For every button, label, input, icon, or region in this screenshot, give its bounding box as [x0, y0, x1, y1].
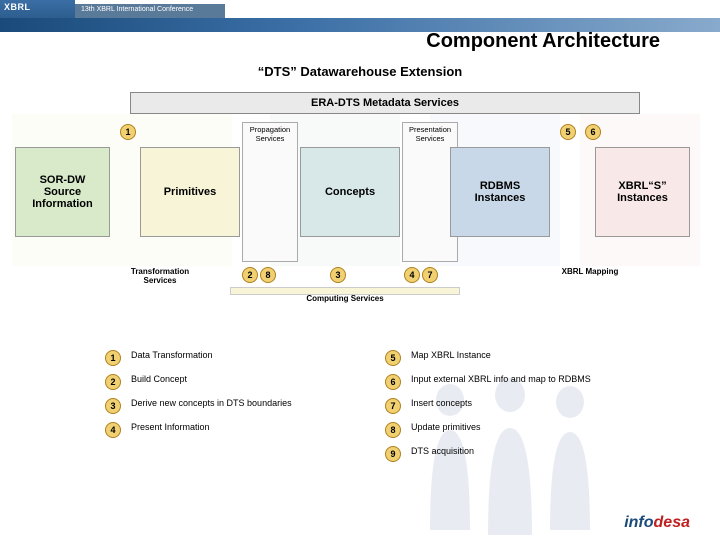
legend-text-5: Map XBRL Instance — [411, 350, 491, 361]
legend-left-2: 2 Build Concept — [105, 374, 385, 390]
legend-circle-1: 1 — [105, 350, 121, 366]
legend-text-6: Input external XBRL info and map to RDBM… — [411, 374, 591, 385]
legend-row: 9 DTS acquisition — [105, 446, 700, 462]
conference-bar: 13th XBRL International Conference — [75, 4, 225, 18]
legend-text-9: DTS acquisition — [411, 446, 474, 457]
legend-right-8: 8 Update primitives — [385, 422, 481, 438]
legend-circle-4: 4 — [105, 422, 121, 438]
step-circle-3: 3 — [330, 267, 346, 283]
legend-text-3: Derive new concepts in DTS boundaries — [131, 398, 292, 409]
footer-logo: infodesa — [624, 514, 690, 532]
transformation-services-label: Transformation Services — [115, 267, 205, 285]
legend-circle-3: 3 — [105, 398, 121, 414]
legend: 1 Data Transformation 5 Map XBRL Instanc… — [105, 350, 700, 470]
legend-right-5: 5 Map XBRL Instance — [385, 350, 491, 366]
legend-circle-5: 5 — [385, 350, 401, 366]
legend-circle-6: 6 — [385, 374, 401, 390]
legend-right-6: 6 Input external XBRL info and map to RD… — [385, 374, 591, 390]
header: XBRL 13th XBRL International Conference — [0, 0, 720, 28]
xbrl-s-block: XBRL“S” Instances — [595, 147, 690, 237]
step-circle-8: 8 — [260, 267, 276, 283]
legend-circle-2: 2 — [105, 374, 121, 390]
legend-left-4: 4 Present Information — [105, 422, 385, 438]
legend-text-4: Present Information — [131, 422, 210, 433]
step-circle-6: 6 — [585, 124, 601, 140]
primitives-block: Primitives — [140, 147, 240, 237]
propagation-services-box: Propagation Services — [242, 122, 298, 262]
computing-services-label: Computing Services — [300, 294, 390, 303]
legend-text-2: Build Concept — [131, 374, 187, 385]
legend-row: 1 Data Transformation 5 Map XBRL Instanc… — [105, 350, 700, 366]
sor-dw-block: SOR-DW Source Information — [15, 147, 110, 237]
legend-right-7: 7 Insert concepts — [385, 398, 472, 414]
era-metadata-box: ERA-DTS Metadata Services — [130, 92, 640, 114]
legend-circle-8: 8 — [385, 422, 401, 438]
legend-circle-7: 7 — [385, 398, 401, 414]
rdbms-block: RDBMS Instances — [450, 147, 550, 237]
architecture-diagram: ERA-DTS Metadata Services Propagation Se… — [20, 92, 700, 332]
step-circle-4: 4 — [404, 267, 420, 283]
legend-text-8: Update primitives — [411, 422, 481, 433]
legend-row: 3 Derive new concepts in DTS boundaries … — [105, 398, 700, 414]
step-circle-1: 1 — [120, 124, 136, 140]
step-circle-5: 5 — [560, 124, 576, 140]
page-subtitle: “DTS” Datawarehouse Extension — [0, 64, 720, 79]
legend-text-1: Data Transformation — [131, 350, 213, 361]
legend-right-9: 9 DTS acquisition — [385, 446, 474, 462]
concepts-block: Concepts — [300, 147, 400, 237]
legend-left-1: 1 Data Transformation — [105, 350, 385, 366]
legend-left-3: 3 Derive new concepts in DTS boundaries — [105, 398, 385, 414]
step-circle-2: 2 — [242, 267, 258, 283]
footer-logo-b: desa — [654, 514, 690, 531]
footer-logo-a: info — [624, 514, 653, 531]
step-circle-7: 7 — [422, 267, 438, 283]
logo-text: XBRL — [4, 2, 31, 12]
legend-row: 2 Build Concept 6 Input external XBRL in… — [105, 374, 700, 390]
page-title: Component Architecture — [426, 30, 660, 53]
legend-text-7: Insert concepts — [411, 398, 472, 409]
legend-row: 4 Present Information 8 Update primitive… — [105, 422, 700, 438]
legend-circle-9: 9 — [385, 446, 401, 462]
xbrl-mapping-label: XBRL Mapping — [550, 267, 630, 276]
